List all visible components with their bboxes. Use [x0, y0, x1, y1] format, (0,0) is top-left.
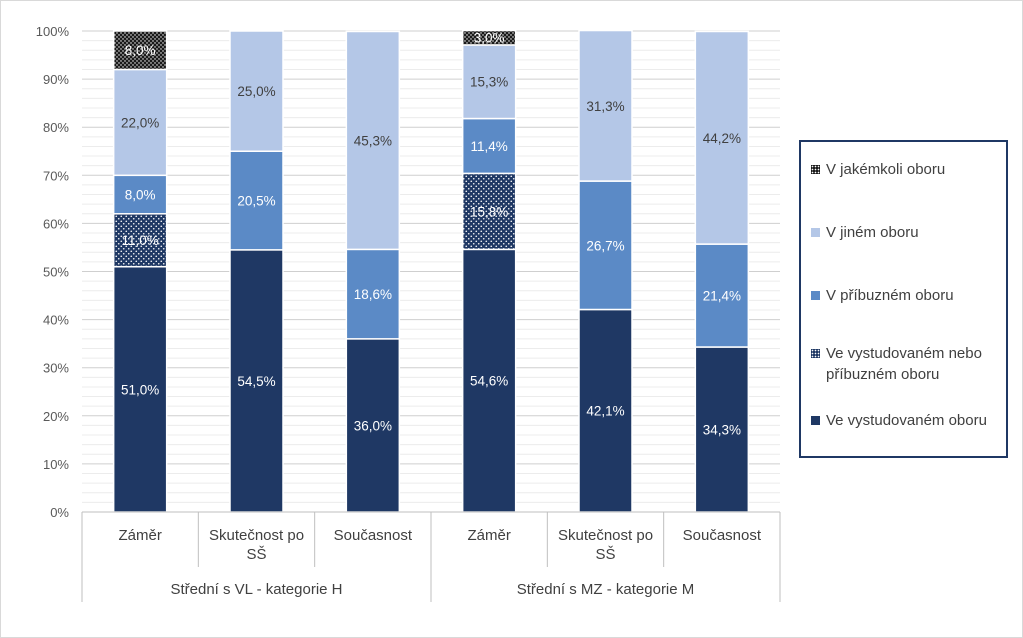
bar-segment-4: [229, 30, 284, 152]
data-label: 15,3%: [470, 75, 508, 90]
data-label: 31,3%: [586, 99, 624, 114]
data-label: 11,4%: [471, 139, 508, 154]
y-tick-label: 40%: [43, 313, 69, 328]
data-labels: 51,0% 11,0% 8,0% 22,0% 8,0% 54,5% 20,5% 25,0% 36…: [121, 31, 741, 438]
y-tick-label: 10%: [43, 457, 69, 472]
y-tick-label: 20%: [43, 409, 69, 424]
data-label: 44,2%: [703, 131, 741, 146]
x-category-label: Záměr: [118, 527, 161, 544]
legend-label: V příbuzném oboru: [826, 287, 954, 304]
data-label: 8,0%: [125, 188, 156, 203]
data-label: 54,6%: [470, 374, 508, 389]
bar-segment-5: [112, 30, 168, 71]
legend-swatch: [811, 349, 820, 358]
x-axis: Záměr Skutečnost po SŠ Současnost Záměr Skute…: [81, 511, 781, 602]
data-label: 42,1%: [586, 404, 624, 419]
x-category-label: Záměr: [467, 527, 510, 544]
data-label: 25,0%: [237, 84, 275, 99]
data-label: 15,8%: [470, 204, 508, 219]
data-label: 36,0%: [354, 418, 392, 433]
bar-segment-4: [345, 30, 401, 251]
data-label: 3,0%: [474, 31, 505, 46]
x-group-label: Střední s VL - kategorie H: [170, 581, 342, 598]
data-label: 26,7%: [586, 238, 624, 253]
y-tick-label: 50%: [43, 265, 69, 280]
legend-label: V jakémkoli oboru: [826, 161, 946, 178]
bar-segment-4: [578, 29, 633, 182]
legend-swatch: [811, 416, 820, 425]
bar-segment-4: [694, 30, 750, 245]
legend: V jakémkoli oboru V jiném oboru V příbuzné…: [799, 140, 1008, 458]
data-label: 45,3%: [354, 133, 392, 148]
x-category-label: Skutečnost po SŠ: [209, 527, 304, 563]
y-tick-label: 0%: [50, 505, 69, 520]
x-category-label: Současnost: [683, 527, 762, 544]
y-tick-label: 70%: [43, 168, 69, 183]
bar-segment-3: [112, 174, 168, 215]
data-label: 18,6%: [354, 287, 392, 302]
legend-swatch: [811, 291, 820, 300]
bar-segment-1: [229, 249, 284, 513]
bar-segment-3: [578, 180, 633, 311]
bar-segment-5: [461, 29, 517, 46]
data-label: 22,0%: [121, 115, 159, 130]
data-label: 54,5%: [237, 374, 275, 389]
data-label: 11,0%: [122, 233, 159, 248]
y-tick-label: 100%: [36, 24, 70, 39]
y-axis-ticks: 0% 10% 20% 30% 40% 50% 60% 70% 80% 90% 100%: [36, 24, 70, 520]
data-label: 8,0%: [125, 43, 156, 58]
bars: [112, 29, 750, 513]
x-category-label: Skutečnost po SŠ: [558, 527, 653, 563]
legend-label: Ve vystudovaném oboru: [826, 412, 987, 429]
bar-segment-2: [461, 172, 517, 251]
bar-segment-1: [694, 346, 750, 513]
legend-label: Ve vystudovaném nebo příbuzném oboru: [826, 345, 982, 383]
legend-swatch: [811, 228, 820, 237]
gridlines: [82, 30, 780, 513]
x-group-label: Střední s MZ - kategorie M: [517, 581, 695, 598]
y-tick-label: 90%: [43, 72, 69, 87]
data-label: 21,4%: [703, 289, 741, 304]
bar-segment-3: [461, 117, 517, 175]
y-tick-label: 60%: [43, 216, 69, 231]
data-label: 51,0%: [121, 382, 159, 397]
x-category-label: Současnost: [334, 527, 413, 544]
data-label: 34,3%: [703, 423, 741, 438]
y-tick-label: 80%: [43, 120, 69, 135]
data-label: 20,5%: [237, 194, 275, 209]
bar-segment-2: [112, 213, 168, 268]
y-tick-label: 30%: [43, 361, 69, 376]
legend-swatch: [811, 165, 820, 174]
legend-label: V jiném oboru: [826, 224, 919, 241]
bar-segment-4: [461, 44, 517, 120]
